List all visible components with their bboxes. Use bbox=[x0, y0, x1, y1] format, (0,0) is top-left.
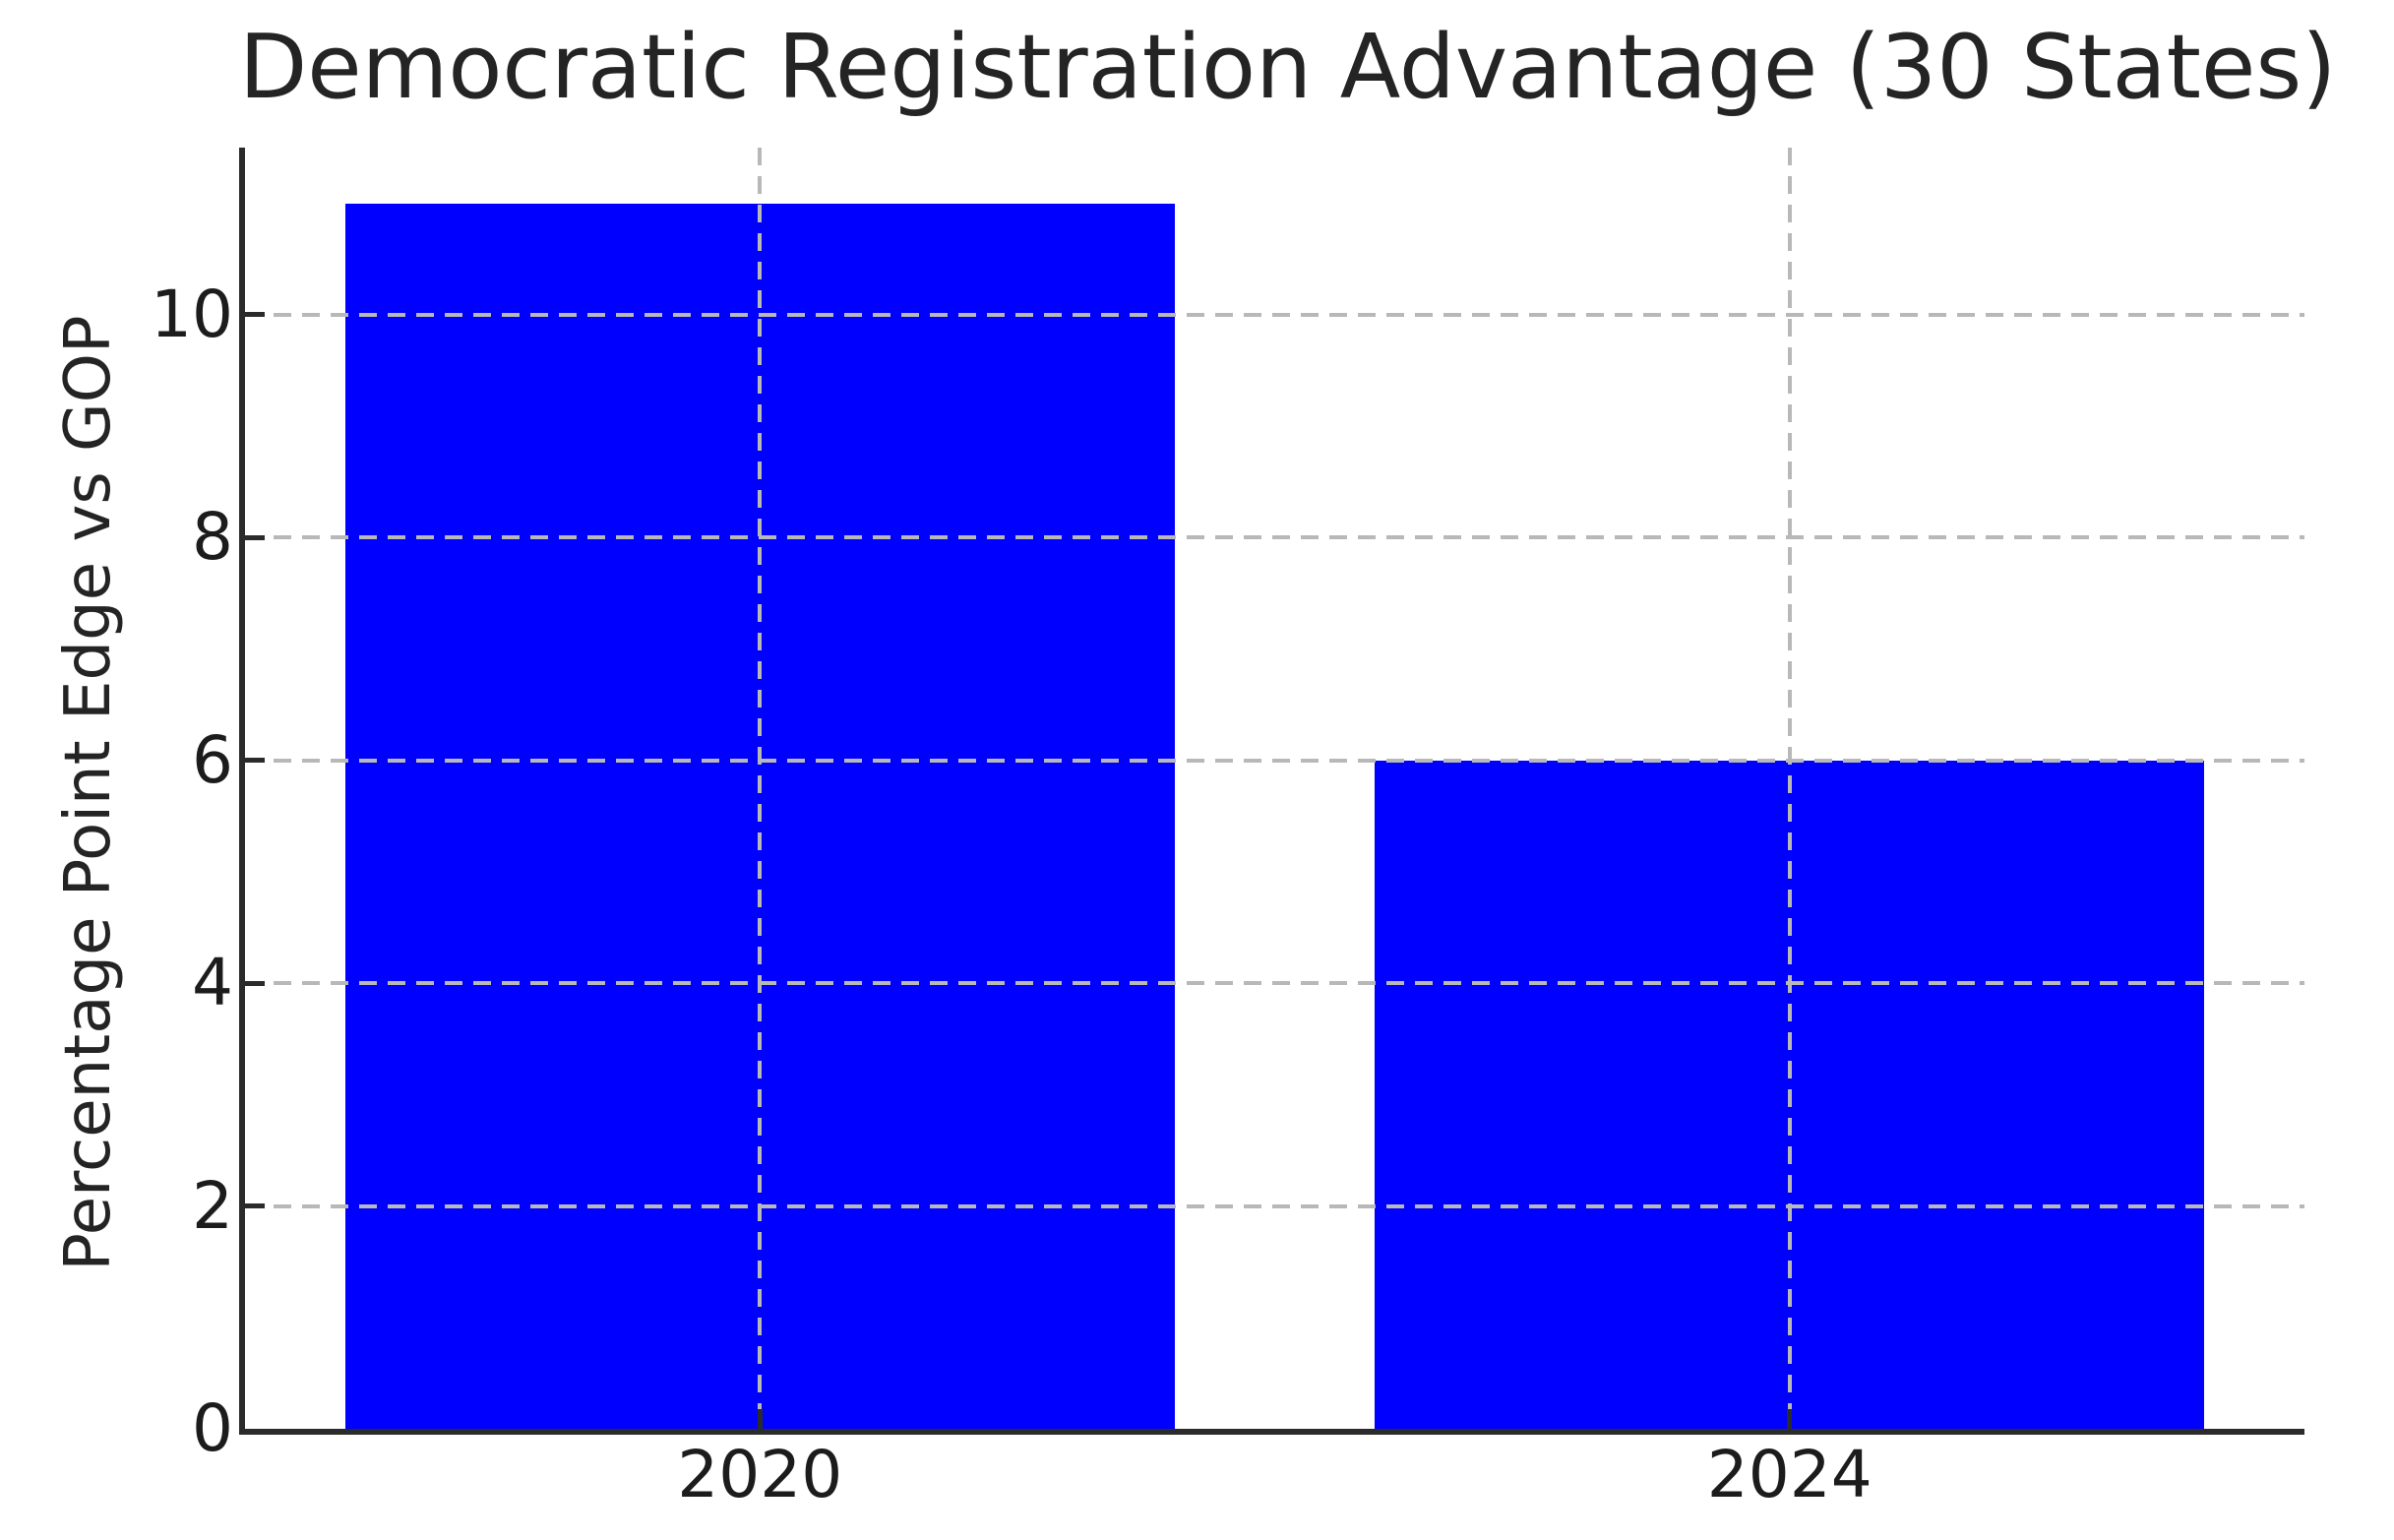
y-tick-label-0: 0 bbox=[192, 1390, 233, 1466]
y-axis-label: Percentage Point Edge vs GOP bbox=[52, 315, 125, 1271]
y-tick-label-6: 6 bbox=[192, 721, 233, 798]
h-gridline-10 bbox=[245, 312, 2304, 317]
h-gridline-4 bbox=[245, 981, 2304, 986]
h-gridline-8 bbox=[245, 535, 2304, 540]
h-gridline-6 bbox=[245, 758, 2304, 763]
y-tick-label-4: 4 bbox=[192, 945, 233, 1021]
y-tick-label-8: 8 bbox=[192, 499, 233, 576]
y-tick-label-2: 2 bbox=[192, 1167, 233, 1244]
x-tick-mark-2024 bbox=[1787, 1409, 1793, 1429]
x-tick-label-2020: 2020 bbox=[677, 1437, 843, 1512]
chart-title: Democratic Registration Advantage (30 St… bbox=[239, 16, 2337, 119]
v-gridline-2024 bbox=[1787, 148, 1792, 1429]
y-tick-mark-2 bbox=[245, 1203, 265, 1209]
y-tick-mark-4 bbox=[245, 980, 265, 986]
plot-area bbox=[239, 148, 2304, 1435]
x-tick-label-2024: 2024 bbox=[1706, 1437, 1872, 1512]
h-gridline-2 bbox=[245, 1203, 2304, 1208]
y-tick-mark-8 bbox=[245, 534, 265, 540]
x-tick-mark-2020 bbox=[757, 1409, 763, 1429]
y-tick-mark-10 bbox=[245, 312, 265, 318]
v-gridline-2020 bbox=[758, 148, 763, 1429]
y-tick-label-10: 10 bbox=[151, 276, 233, 352]
y-tick-mark-6 bbox=[245, 758, 265, 764]
